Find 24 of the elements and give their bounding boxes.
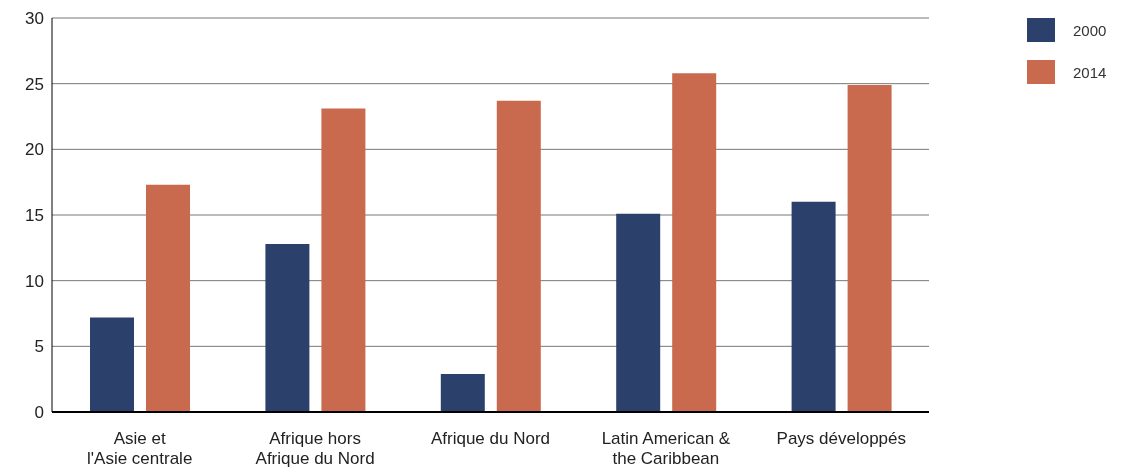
x-tick-label: Afrique hors Afrique du Nord xyxy=(255,429,375,468)
y-tick-label: 0 xyxy=(34,403,44,423)
bar xyxy=(672,73,717,412)
y-tick-label: 5 xyxy=(34,337,44,357)
bar xyxy=(440,373,485,412)
legend-label: 2000 xyxy=(1073,21,1107,39)
y-tick-label: 15 xyxy=(25,206,44,226)
bar xyxy=(496,100,541,412)
y-tick-label: 10 xyxy=(25,271,44,291)
bar xyxy=(90,317,134,412)
bar xyxy=(847,84,892,412)
x-tick-label: Latin American & the Caribbean xyxy=(601,429,731,468)
x-tick-label: Pays développés xyxy=(776,429,907,448)
bar xyxy=(146,184,190,412)
y-tick-label: 25 xyxy=(25,74,44,94)
bar xyxy=(791,201,836,412)
x-tick-label: Asie et l'Asie centrale xyxy=(87,429,193,468)
y-tick-label: 20 xyxy=(25,140,44,160)
x-tick-label: Afrique du Nord xyxy=(430,429,551,448)
bar xyxy=(321,108,366,412)
legend-label: 2014 xyxy=(1073,63,1107,81)
bar xyxy=(616,213,661,412)
y-tick-label: 30 xyxy=(25,9,44,29)
bar xyxy=(265,243,310,412)
